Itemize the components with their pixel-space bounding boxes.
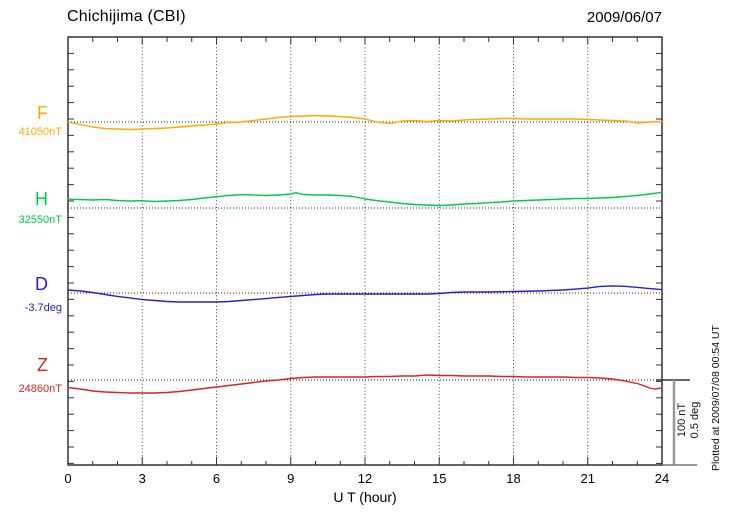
series-baseline-Z: 24860nT <box>18 383 62 395</box>
series-baseline-D: -3.7deg <box>24 302 62 314</box>
trace-D <box>67 285 663 303</box>
series-baseline-F: 41050nT <box>18 126 62 138</box>
date-label: 2009/06/07 <box>586 9 662 26</box>
series-label-D: D <box>35 274 48 294</box>
series-label-Z: Z <box>37 355 48 375</box>
x-tick-label-24: 24 <box>654 471 670 486</box>
series-label-H: H <box>35 189 48 209</box>
scale-bar-label-nt: 100 nT <box>676 402 688 438</box>
x-tick-label-6: 6 <box>212 471 221 486</box>
x-tick-label-12: 12 <box>357 471 373 486</box>
scale-bar-label: 100 nT 0.5 deg <box>676 390 704 450</box>
x-axis-label: U T (hour) <box>333 489 397 505</box>
x-tick-label-9: 9 <box>287 471 295 486</box>
series-label-F: F <box>37 103 48 123</box>
series-baseline-H: 32550nT <box>18 214 62 226</box>
trace-Z <box>67 374 663 394</box>
page-title: Chichijima (CBI) <box>67 8 186 25</box>
x-tick-label-21: 21 <box>580 471 595 486</box>
scale-bar-label-deg: 0.5 deg <box>689 401 701 439</box>
x-tick-label-15: 15 <box>432 471 447 486</box>
x-tick-label-18: 18 <box>506 471 521 486</box>
trace-H <box>67 191 663 207</box>
trace-F <box>67 114 663 131</box>
plotted-at-note: Plotted at 2009/07/08 00:54 UT <box>710 325 722 471</box>
x-tick-label-0: 0 <box>64 471 72 486</box>
x-tick-label-3: 3 <box>138 471 146 486</box>
